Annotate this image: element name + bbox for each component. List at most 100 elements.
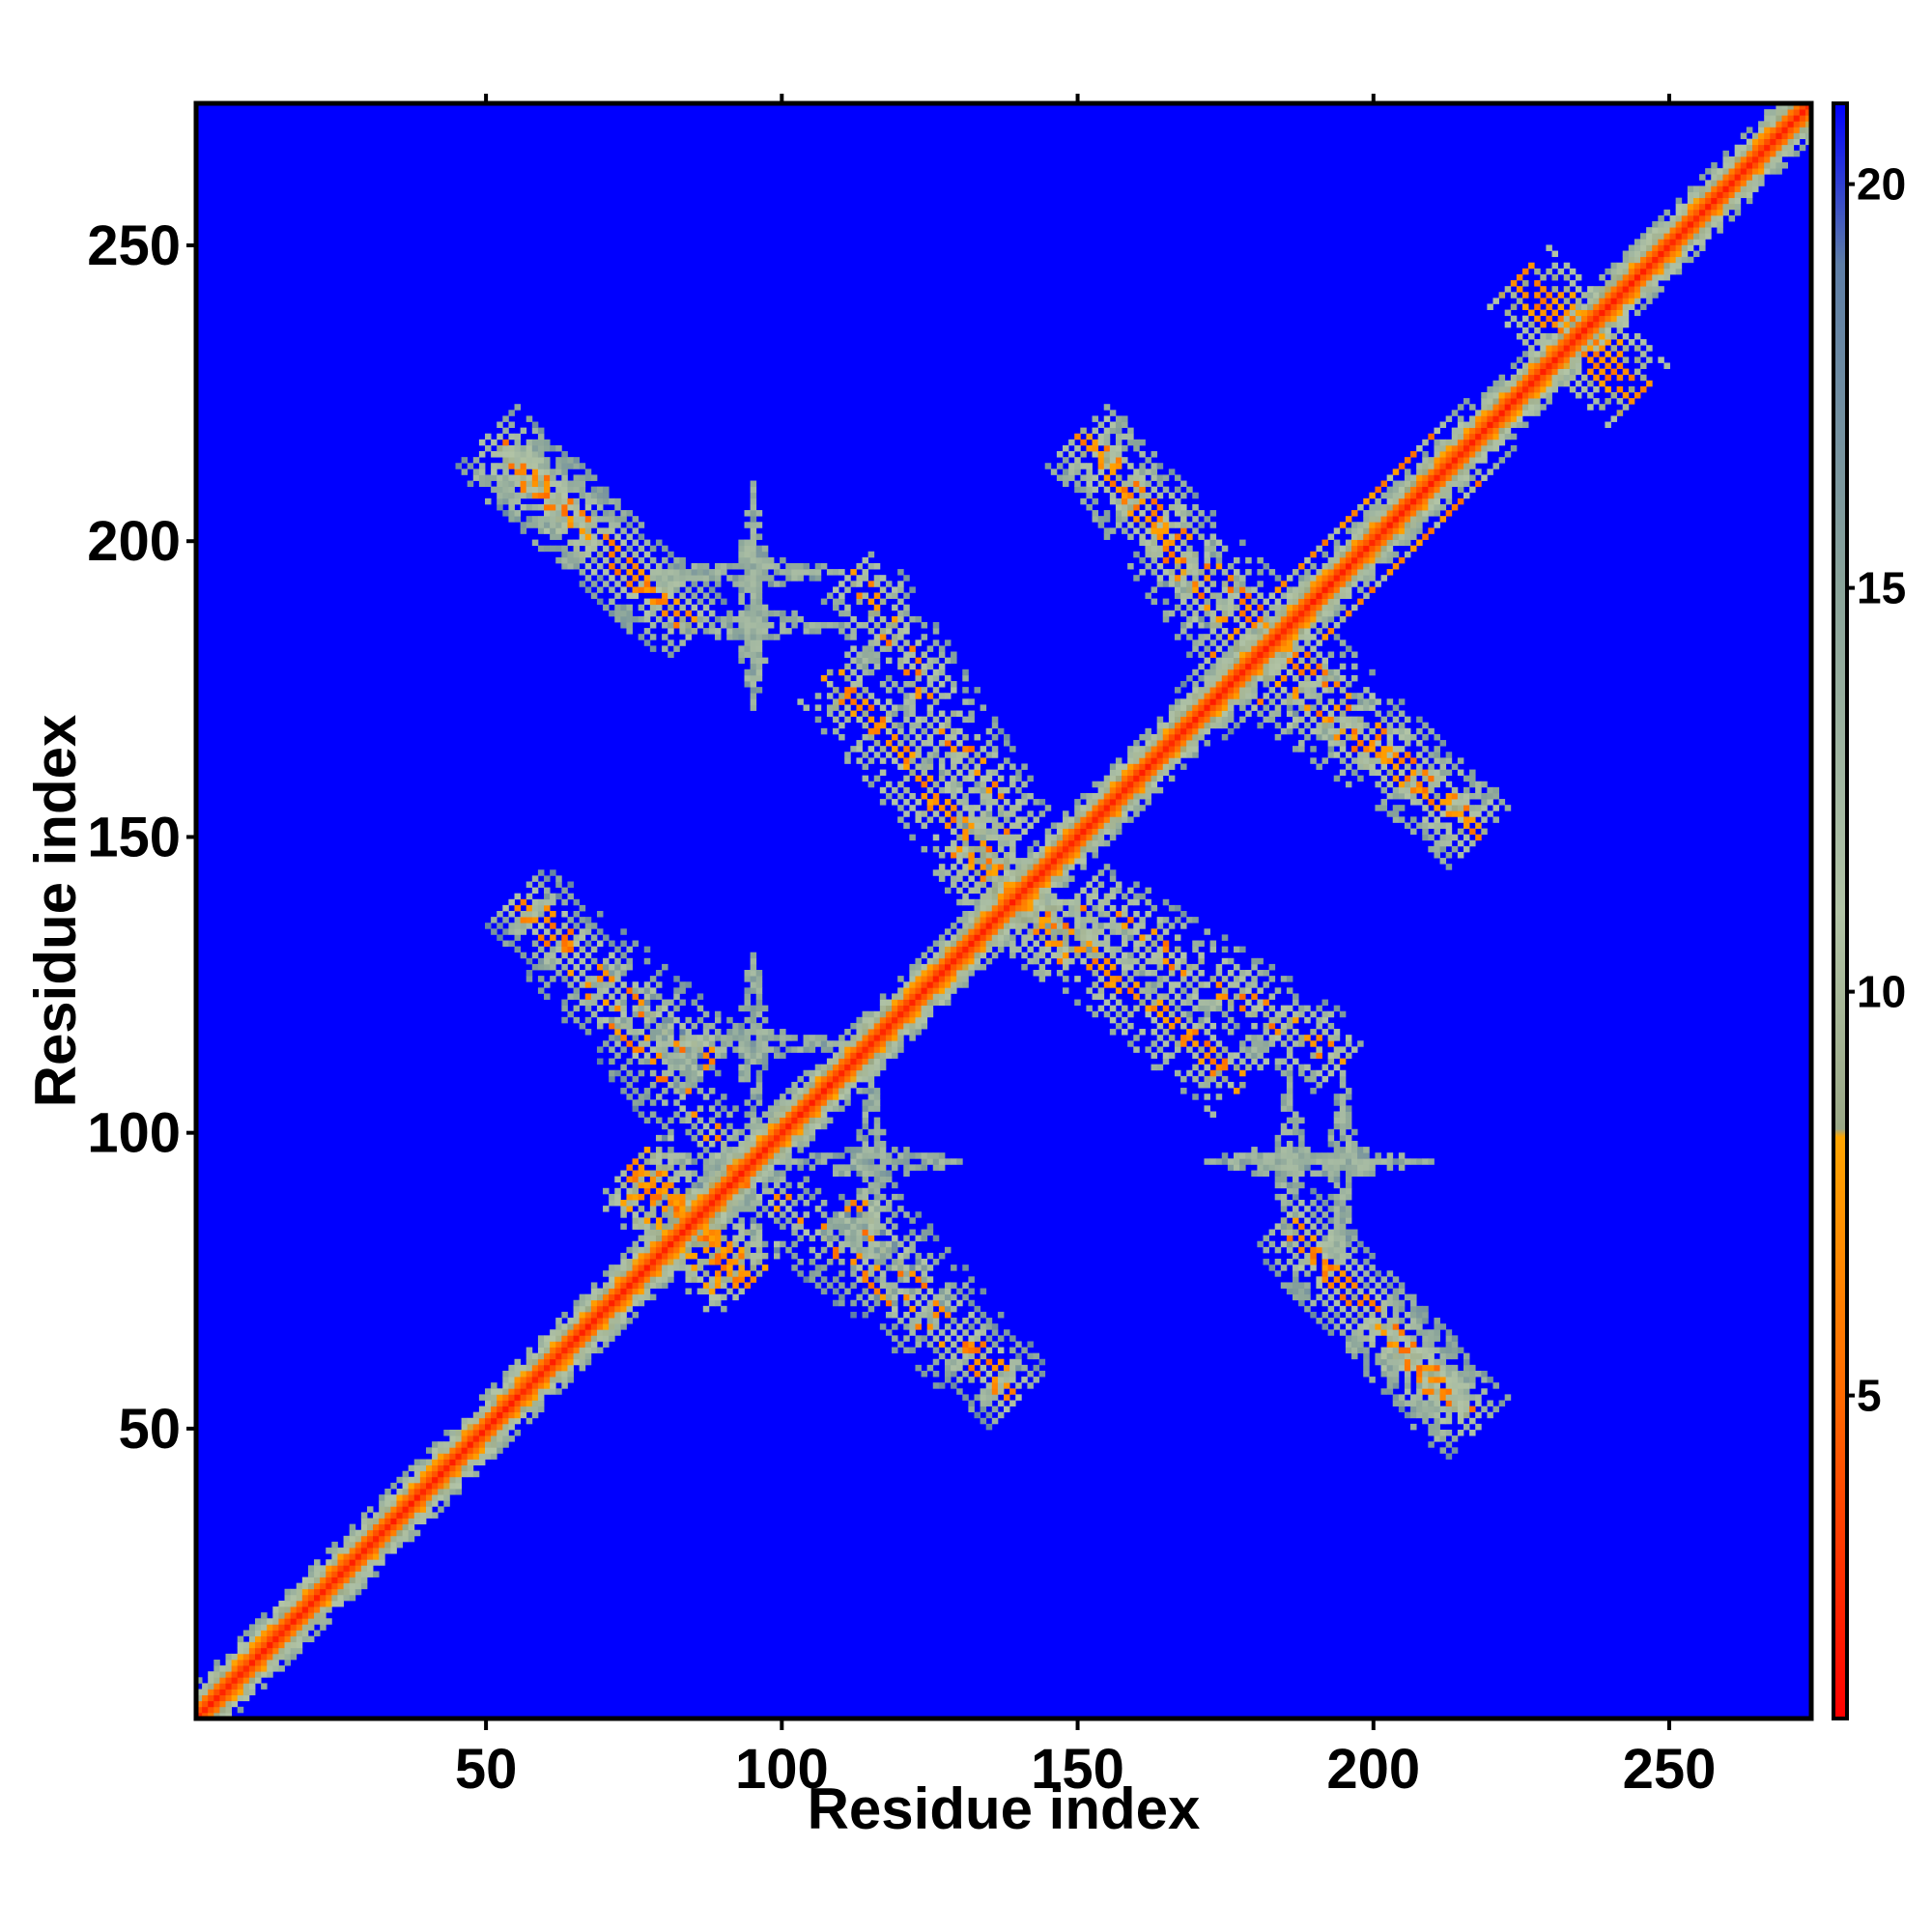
heatmap-cell [991, 1323, 999, 1330]
heatmap-cell [1115, 415, 1122, 422]
heatmap-cell [867, 1081, 875, 1089]
heatmap-cell [744, 1035, 751, 1041]
heatmap-cell [550, 934, 556, 941]
heatmap-cell [862, 1111, 869, 1118]
heatmap-cell [856, 562, 863, 570]
heatmap-cell [974, 952, 980, 959]
heatmap-cell [708, 1058, 716, 1065]
heatmap-cell [867, 1206, 875, 1212]
heatmap-cell [632, 1311, 639, 1319]
heatmap-cell [679, 1164, 686, 1171]
heatmap-cell [867, 1252, 875, 1260]
heatmap-cell [956, 1323, 963, 1330]
heatmap-cell [750, 575, 757, 582]
heatmap-cell [897, 1040, 904, 1047]
heatmap-cell [1115, 516, 1122, 523]
heatmap-cell [1133, 781, 1140, 788]
heatmap-cell [897, 663, 904, 670]
heatmap-cell [320, 1588, 327, 1596]
heatmap-cell [985, 1347, 993, 1354]
heatmap-cell [673, 562, 680, 570]
heatmap-cell [1063, 987, 1069, 994]
heatmap-cell [938, 875, 946, 882]
heatmap-cell [1133, 923, 1140, 929]
heatmap-cell [590, 976, 598, 982]
heatmap-cell [514, 1394, 522, 1401]
heatmap-cell [844, 1217, 851, 1224]
heatmap-cell [956, 740, 963, 747]
heatmap-cell [1109, 1029, 1117, 1036]
heatmap-cell [1115, 816, 1122, 823]
heatmap-cell [1145, 516, 1151, 523]
heatmap-cell [985, 1400, 993, 1406]
heatmap-cell [750, 657, 757, 665]
heatmap-cell [485, 923, 492, 929]
heatmap-cell [649, 556, 657, 564]
heatmap-cell [714, 1270, 722, 1277]
heatmap-cell [873, 610, 881, 617]
heatmap-cell [702, 1064, 710, 1071]
heatmap-cell [744, 569, 751, 576]
heatmap-cell [390, 1548, 397, 1554]
heatmap-cell [632, 1211, 639, 1218]
heatmap-cell [744, 1075, 751, 1083]
heatmap-cell [738, 1035, 745, 1041]
heatmap-cell [1004, 839, 1010, 847]
heatmap-cell [814, 1111, 822, 1118]
heatmap-cell [909, 1329, 916, 1336]
heatmap-cell [750, 556, 757, 564]
heatmap-cell [785, 1147, 792, 1153]
heatmap-cell [909, 740, 916, 747]
heatmap-cell [526, 444, 533, 452]
heatmap-cell [862, 1187, 869, 1195]
heatmap-cell [307, 1606, 315, 1613]
heatmap-cell [1151, 952, 1158, 959]
heatmap-cell [809, 1122, 816, 1130]
heatmap-cell [544, 1335, 551, 1342]
heatmap-cell [1068, 816, 1075, 823]
heatmap-cell [696, 1223, 704, 1230]
heatmap-cell [938, 957, 946, 965]
heatmap-cell [596, 598, 604, 606]
heatmap-cell [1015, 928, 1022, 935]
heatmap-cell [820, 1246, 828, 1254]
heatmap-cell [1056, 875, 1064, 882]
heatmap-cell [956, 710, 963, 718]
heatmap-cell [461, 1470, 469, 1478]
heatmap-cell [626, 556, 633, 564]
heatmap-cell [609, 510, 615, 517]
heatmap-cell [1127, 1010, 1134, 1018]
heatmap-cell [620, 1170, 627, 1177]
heatmap-cell [867, 1217, 875, 1224]
heatmap-cell [579, 999, 586, 1007]
heatmap-cell [632, 1293, 639, 1301]
heatmap-cell [1074, 976, 1081, 982]
heatmap-cell [926, 1364, 934, 1372]
heatmap-cell [885, 1217, 893, 1224]
heatmap-cell [1145, 740, 1151, 747]
heatmap-cell [1004, 923, 1010, 929]
heatmap-cell [1086, 898, 1093, 906]
heatmap-cell [962, 716, 969, 724]
heatmap-cell [974, 1318, 980, 1324]
heatmap-cell [1038, 923, 1046, 929]
heatmap-cell [1009, 893, 1016, 900]
heatmap-cell [643, 1259, 651, 1265]
heatmap-cell [856, 575, 863, 582]
heatmap-cell [944, 1370, 952, 1378]
heatmap-cell [903, 999, 910, 1007]
heatmap-cell [514, 893, 522, 900]
heatmap-cell [873, 1181, 881, 1189]
heatmap-cell [885, 716, 893, 724]
heatmap-cell [1103, 816, 1111, 823]
heatmap-cell [520, 474, 527, 481]
heatmap-cell [892, 621, 898, 629]
heatmap-cell [679, 592, 686, 599]
heatmap-cell [643, 981, 651, 988]
heatmap-cell [968, 828, 975, 836]
heatmap-cell [956, 810, 963, 817]
heatmap-cell [921, 1016, 928, 1024]
heatmap-cell [1127, 934, 1134, 941]
heatmap-cell [603, 569, 610, 576]
